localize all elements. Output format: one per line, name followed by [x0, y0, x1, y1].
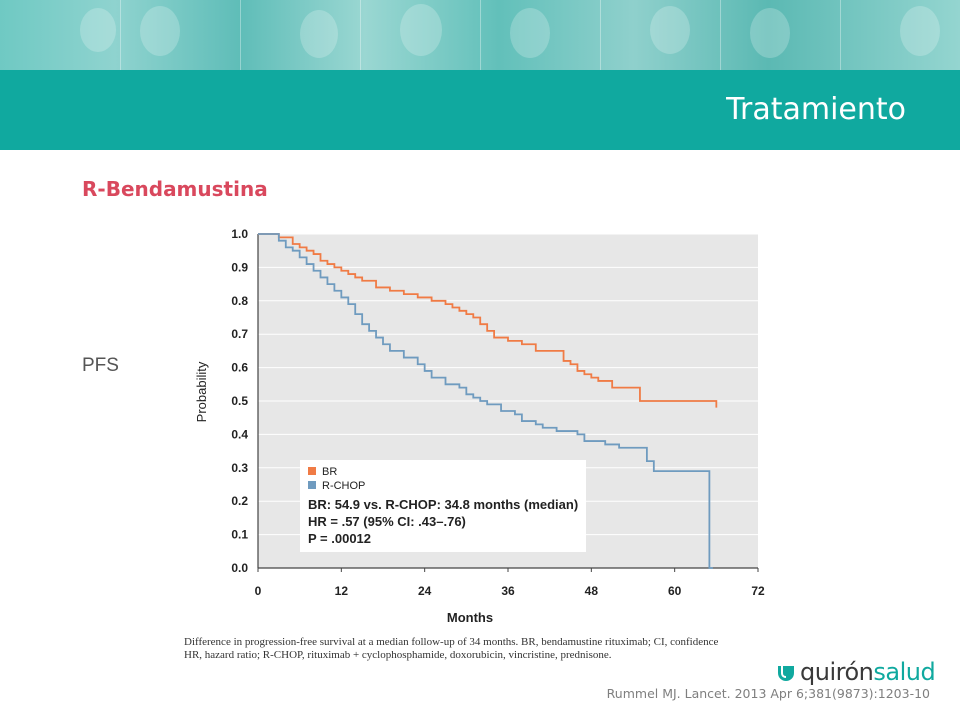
grid-lines	[257, 233, 759, 572]
y-tick-label: 0.0	[231, 561, 248, 575]
y-tick-labels: 0.0 0.1 0.2 0.3 0.4 0.5 0.6 0.7 0.8 0.9 1.0	[231, 227, 248, 575]
logo-mark-icon	[778, 666, 794, 681]
header-photo-strip	[0, 0, 960, 70]
legend-p-text: P = .00012	[308, 531, 371, 546]
x-tick-label: 60	[668, 584, 682, 598]
y-tick-label: 0.7	[231, 327, 248, 341]
figure-caption: Difference in progression-free survival …	[184, 636, 804, 662]
legend-hr-text: HR = .57 (95% CI: .43–.76)	[308, 514, 466, 529]
legend-box: BR R-CHOP BR: 54.9 vs. R-CHOP: 34.8 mont…	[300, 460, 586, 552]
series-line-rchop	[258, 233, 713, 569]
y-tick-label: 0.9	[231, 260, 248, 274]
legend-label-rchop: R-CHOP	[322, 480, 365, 492]
citation: Rummel MJ. Lancet. 2013 Apr 6;381(9873):…	[606, 686, 930, 701]
y-tick-label: 1.0	[231, 227, 248, 241]
quironsalud-logo: quirónsalud	[776, 658, 936, 686]
y-tick-label: 0.2	[231, 494, 248, 508]
photo-tile	[480, 0, 601, 70]
y-tick-label: 0.8	[231, 294, 248, 308]
caption-line-1: Difference in progression-free survival …	[184, 636, 719, 648]
y-axis-label: Probability	[194, 361, 209, 422]
photo-tile	[840, 0, 960, 70]
x-tick-label: 72	[751, 584, 765, 598]
y-tick-label: 0.3	[231, 461, 248, 475]
x-tick-label: 0	[255, 584, 262, 598]
legend-median-text: BR: 54.9 vs. R-CHOP: 34.8 months (median…	[308, 497, 578, 512]
y-tick-label: 0.6	[231, 361, 248, 375]
logo-text-accent: salud	[873, 658, 936, 686]
photo-tile	[240, 0, 361, 70]
title-band	[0, 70, 960, 150]
x-tick-label: 36	[501, 584, 515, 598]
y-tick-label: 0.1	[231, 528, 248, 542]
slide-title: Tratamiento	[726, 92, 906, 127]
photo-tile	[600, 0, 721, 70]
x-axis-label: Months	[447, 610, 493, 625]
photo-tile	[120, 0, 241, 70]
x-tick-labels: 0 12 24 36 48 60 72	[255, 584, 765, 598]
logo-text: quirónsalud	[800, 658, 936, 686]
x-tick-label: 48	[585, 584, 599, 598]
y-tick-label: 0.4	[231, 427, 248, 441]
x-tick-label: 12	[335, 584, 349, 598]
y-tick-label: 0.5	[231, 394, 248, 408]
legend-swatch-br	[308, 467, 316, 475]
slide-subtitle: R-Bendamustina	[82, 177, 268, 201]
pfs-label: PFS	[82, 355, 119, 376]
km-survival-chart: 0.0 0.1 0.2 0.3 0.4 0.5 0.6 0.7 0.8 0.9 1.0 0 12 24 3…	[194, 227, 765, 625]
legend-swatch-rchop	[308, 481, 316, 489]
photo-tile	[720, 0, 841, 70]
caption-line-2: HR, hazard ratio; R-CHOP, rituximab + cy…	[184, 649, 612, 661]
photo-tile	[0, 0, 121, 70]
photo-tile	[360, 0, 481, 70]
x-tick-label: 24	[418, 584, 432, 598]
series-line-br	[258, 233, 718, 408]
series-lines	[258, 233, 718, 569]
legend-label-br: BR	[322, 466, 337, 478]
logo-text-dark: quirón	[800, 658, 874, 686]
